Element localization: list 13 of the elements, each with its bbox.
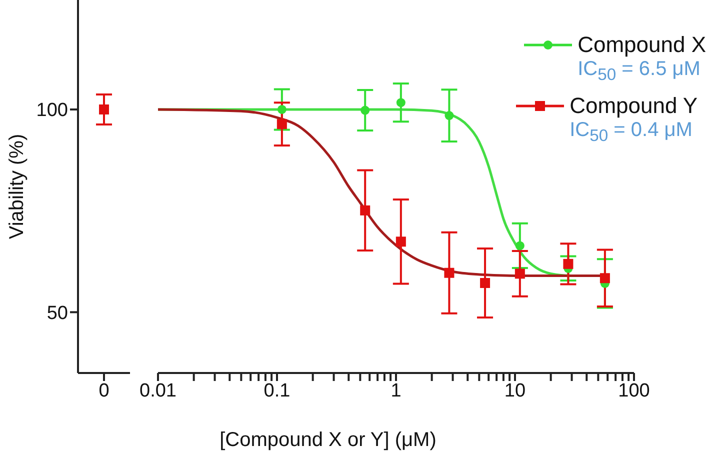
y-axis-title: Viability (%): [6, 134, 28, 240]
x-tick-label: 0.01: [140, 380, 176, 402]
x-tick-label: 0.1: [264, 380, 290, 402]
x-axis-title: [Compound X or Y] (μM): [220, 429, 436, 451]
legend-label: Compound Y: [570, 93, 698, 119]
annotation: IC$_{50}$ = 0.4 μM: [570, 119, 694, 146]
x-tick-label: 0: [98, 380, 110, 402]
annotation: IC$_{50}$ = 6.5 μM: [578, 58, 702, 85]
x-tick-label: 100: [618, 380, 650, 402]
y-tick-label: 50: [46, 302, 68, 324]
legend-label: Compound X: [578, 32, 706, 58]
x-tick-label: 10: [504, 380, 526, 402]
x-tick-label: 1: [390, 380, 402, 402]
